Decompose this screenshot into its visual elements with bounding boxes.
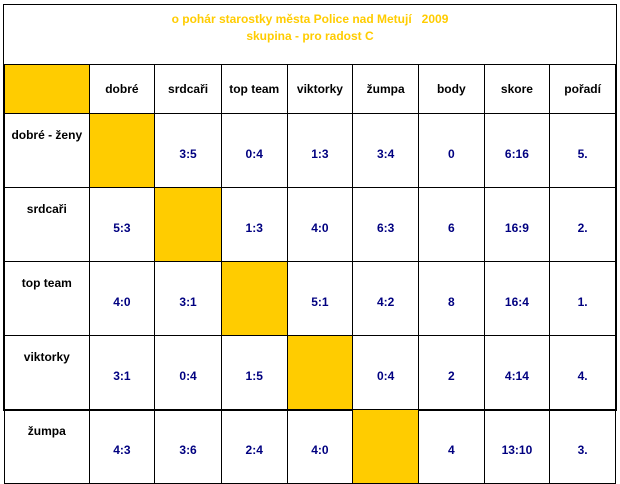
- row-team-name: dobré - ženy: [4, 113, 90, 188]
- self-match-cell: [154, 187, 222, 262]
- match-score: 0:4: [352, 335, 419, 410]
- row-team-name: žumpa: [4, 409, 90, 484]
- title-block: o pohár starostky města Police nad Metuj…: [4, 5, 616, 64]
- corner-cell: [4, 64, 90, 114]
- match-score: 4:3: [88, 409, 156, 484]
- table-row: top team 4:0 3:1 5:1 4:2 8 16:4 1.: [4, 261, 616, 336]
- table-row: viktorky 3:1 0:4 1:5 0:4 2 4:14 4.: [4, 335, 616, 410]
- match-score: 4:0: [88, 261, 156, 336]
- match-score: 4:0: [286, 409, 354, 484]
- column-header-poradi: pořadí: [549, 64, 616, 114]
- results-sheet: o pohár starostky města Police nad Metuj…: [3, 4, 617, 484]
- points-value: 0: [418, 113, 485, 188]
- self-match-cell: [220, 261, 288, 336]
- self-match-cell: [286, 335, 354, 410]
- match-score: 6:3: [352, 187, 419, 262]
- points-value: 2: [418, 335, 485, 410]
- rank-value: 2.: [549, 187, 616, 262]
- table-row: žumpa 4:3 3:6 2:4 4:0 4 13:10 3.: [4, 409, 616, 484]
- rank-value: 5.: [549, 113, 616, 188]
- column-header: srdcaři: [154, 64, 222, 114]
- points-value: 8: [418, 261, 485, 336]
- row-team-name: top team: [4, 261, 90, 336]
- goal-score-value: 4:14: [483, 335, 551, 410]
- match-score: 2:4: [220, 409, 288, 484]
- match-score: 3:1: [154, 261, 222, 336]
- column-header: žumpa: [352, 64, 419, 114]
- tournament-title: o pohár starostky města Police nad Metuj…: [171, 12, 449, 26]
- rank-value: 3.: [549, 409, 616, 484]
- header-row: dobré srdcaři top team viktorky žumpa bo…: [4, 64, 616, 114]
- match-score: 3:6: [154, 409, 222, 484]
- column-header: top team: [220, 64, 288, 114]
- self-match-cell: [352, 409, 419, 484]
- match-score: 1:3: [286, 113, 354, 188]
- table-row: srdcaři 5:3 1:3 4:0 6:3 6 16:9 2.: [4, 187, 616, 262]
- match-score: 5:3: [88, 187, 156, 262]
- self-match-cell: [88, 113, 156, 188]
- match-score: 3:1: [88, 335, 156, 410]
- match-score: 3:4: [352, 113, 419, 188]
- results-table: dobré srdcaři top team viktorky žumpa bo…: [4, 64, 616, 484]
- goal-score-value: 6:16: [483, 113, 551, 188]
- column-header-skore: skore: [483, 64, 551, 114]
- column-header: dobré: [88, 64, 156, 114]
- match-score: 1:5: [220, 335, 288, 410]
- column-header: viktorky: [286, 64, 354, 114]
- match-score: 0:4: [154, 335, 222, 410]
- column-header-body: body: [418, 64, 485, 114]
- rank-value: 4.: [549, 335, 616, 410]
- goal-score-value: 16:4: [483, 261, 551, 336]
- goal-score-value: 13:10: [483, 409, 551, 484]
- match-score: 4:2: [352, 261, 419, 336]
- rank-value: 1.: [549, 261, 616, 336]
- points-value: 6: [418, 187, 485, 262]
- match-score: 3:5: [154, 113, 222, 188]
- match-score: 4:0: [286, 187, 354, 262]
- points-value: 4: [418, 409, 485, 484]
- table-row: dobré - ženy 3:5 0:4 1:3 3:4 0 6:16 5.: [4, 113, 616, 188]
- match-score: 0:4: [220, 113, 288, 188]
- group-subtitle: skupina - pro radost C: [246, 29, 374, 43]
- row-team-name: srdcaři: [4, 187, 90, 262]
- match-score: 5:1: [286, 261, 354, 336]
- goal-score-value: 16:9: [483, 187, 551, 262]
- row-team-name: viktorky: [4, 335, 90, 410]
- match-score: 1:3: [220, 187, 288, 262]
